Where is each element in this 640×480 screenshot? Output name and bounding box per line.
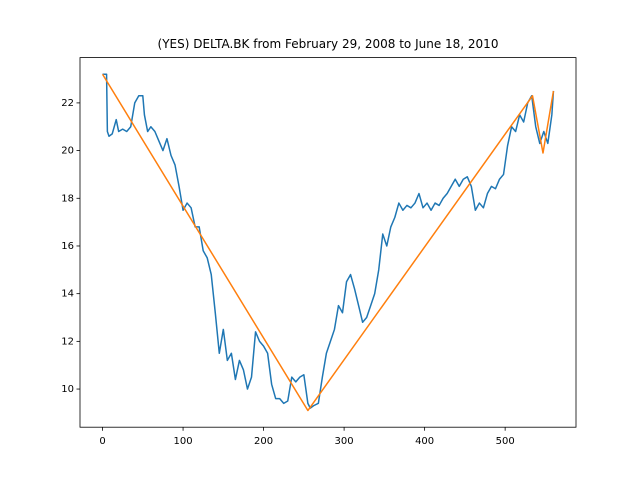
y-tick-label: 10 xyxy=(61,384,74,395)
y-tick-label: 20 xyxy=(61,146,74,157)
x-tick-label: 500 xyxy=(496,436,515,447)
x-tick-label: 400 xyxy=(415,436,434,447)
y-tick-label: 14 xyxy=(61,289,74,300)
data-line xyxy=(102,73,555,409)
y-tick-label: 16 xyxy=(61,241,74,252)
x-tick-label: 0 xyxy=(99,436,105,447)
data-line xyxy=(101,73,555,412)
y-tick-label: 22 xyxy=(61,98,74,109)
plot-frame xyxy=(79,57,577,428)
x-tick-label: 300 xyxy=(335,436,354,447)
x-tick-label: 100 xyxy=(174,436,193,447)
x-tick-label: 200 xyxy=(254,436,273,447)
chart-title: (YES) DELTA.BK from February 29, 2008 to… xyxy=(158,37,499,51)
y-tick-label: 18 xyxy=(61,193,74,204)
y-tick-label: 12 xyxy=(61,336,74,347)
